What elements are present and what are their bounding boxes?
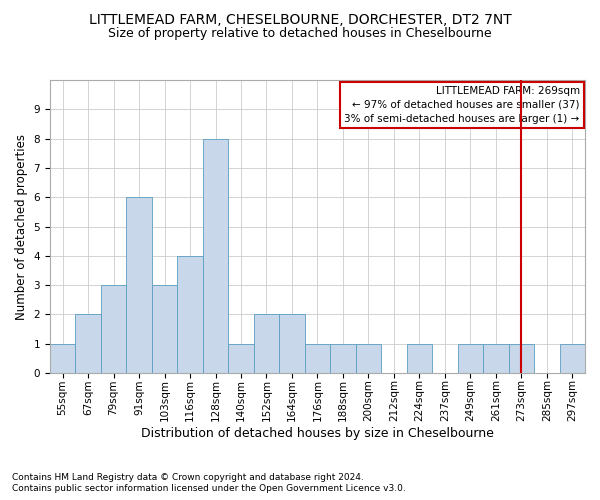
Text: Contains public sector information licensed under the Open Government Licence v3: Contains public sector information licen…: [12, 484, 406, 493]
Bar: [101, 285, 127, 373]
Text: Size of property relative to detached houses in Cheselbourne: Size of property relative to detached ho…: [108, 28, 492, 40]
Y-axis label: Number of detached properties: Number of detached properties: [15, 134, 28, 320]
Bar: [203, 138, 228, 373]
Bar: [127, 197, 152, 373]
Bar: [407, 344, 432, 373]
Bar: [458, 344, 483, 373]
Text: LITTLEMEAD FARM: 269sqm
← 97% of detached houses are smaller (37)
3% of semi-det: LITTLEMEAD FARM: 269sqm ← 97% of detache…: [344, 86, 580, 124]
Bar: [50, 344, 76, 373]
Bar: [178, 256, 203, 373]
Bar: [76, 314, 101, 373]
Bar: [279, 314, 305, 373]
Bar: [483, 344, 509, 373]
Bar: [509, 344, 534, 373]
Bar: [228, 344, 254, 373]
Bar: [356, 344, 381, 373]
X-axis label: Distribution of detached houses by size in Cheselbourne: Distribution of detached houses by size …: [141, 427, 494, 440]
Text: Contains HM Land Registry data © Crown copyright and database right 2024.: Contains HM Land Registry data © Crown c…: [12, 472, 364, 482]
Bar: [254, 314, 279, 373]
Text: LITTLEMEAD FARM, CHESELBOURNE, DORCHESTER, DT2 7NT: LITTLEMEAD FARM, CHESELBOURNE, DORCHESTE…: [89, 12, 511, 26]
Bar: [305, 344, 330, 373]
Bar: [152, 285, 178, 373]
Bar: [330, 344, 356, 373]
Bar: [560, 344, 585, 373]
